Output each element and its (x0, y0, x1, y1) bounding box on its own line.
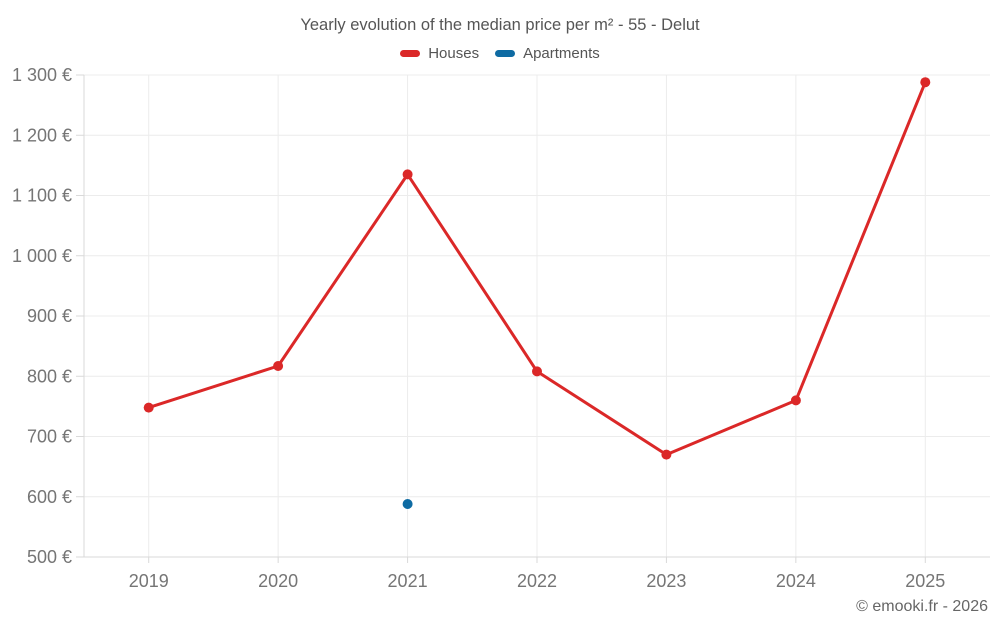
legend-item-houses[interactable]: Houses (400, 45, 479, 62)
y-tick-label: 800 € (27, 366, 72, 386)
data-point-houses-2025[interactable] (920, 77, 931, 88)
houses-series-swatch-icon (400, 50, 421, 57)
copyright-text: © emooki.fr - 2026 (856, 598, 988, 615)
legend-label-houses: Houses (428, 45, 480, 62)
legend-label-apartments: Apartments (523, 45, 600, 62)
y-tick-label: 1 100 € (12, 186, 72, 206)
x-tick-label: 2020 (258, 571, 298, 591)
x-tick-label: 2025 (905, 571, 945, 591)
chart-title: Yearly evolution of the median price per… (300, 16, 700, 34)
x-tick-label: 2021 (388, 571, 428, 591)
y-tick-label: 700 € (27, 427, 72, 447)
legend: Houses Apartments (0, 45, 1000, 62)
y-tick-label: 600 € (27, 487, 72, 507)
legend-item-apartments[interactable]: Apartments (495, 45, 600, 62)
y-tick-label: 900 € (27, 306, 72, 326)
data-point-houses-2022[interactable] (532, 366, 542, 377)
data-point-houses-2020[interactable] (273, 361, 284, 371)
data-point-houses-2023[interactable] (661, 449, 672, 460)
data-point-houses-2019[interactable] (143, 402, 154, 413)
x-tick-label: 2024 (776, 571, 816, 591)
x-tick-label: 2023 (646, 571, 686, 591)
x-tick-label: 2019 (129, 571, 169, 591)
apartments-series-swatch-icon (495, 50, 516, 57)
y-tick-label: 1 200 € (12, 125, 72, 145)
y-tick-label: 1 000 € (12, 246, 72, 266)
data-point-houses-2024[interactable] (790, 395, 801, 406)
x-tick-label: 2022 (517, 571, 557, 591)
data-point-houses-2021[interactable] (402, 169, 413, 180)
y-tick-label: 1 300 € (12, 65, 72, 85)
y-tick-label: 500 € (27, 547, 72, 567)
data-point-apartments-2021[interactable] (402, 499, 413, 509)
